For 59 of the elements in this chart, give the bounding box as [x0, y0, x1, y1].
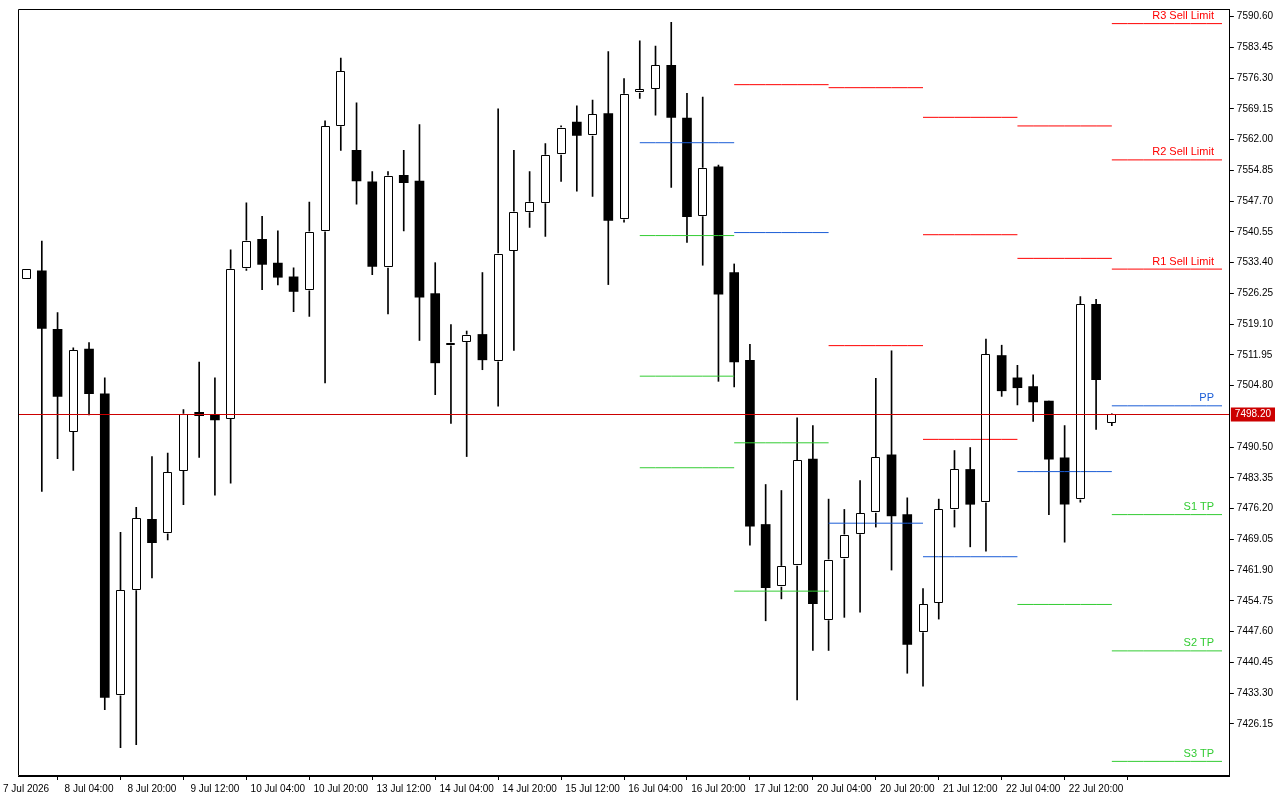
- y-tick-label: 7562.00: [1236, 133, 1274, 145]
- x-tick-label: 10 Jul 04:00: [250, 782, 306, 794]
- x-tick-label: 15 Jul 12:00: [565, 782, 621, 794]
- x-tick-label: 14 Jul 04:00: [439, 782, 495, 794]
- x-tick-label: 9 Jul 12:00: [190, 782, 240, 794]
- candlestick: [634, 40, 645, 99]
- x-tick-label: 16 Jul 20:00: [691, 782, 747, 794]
- x-tick-label: 8 Jul 20:00: [127, 782, 177, 794]
- candlestick: [398, 150, 409, 232]
- candlestick: [461, 330, 472, 457]
- series-label: R1 Sell Limit: [1152, 254, 1214, 267]
- x-tick-label: 22 Jul 20:00: [1068, 782, 1124, 794]
- series-label: PP: [1199, 391, 1214, 404]
- y-tick-label: 7447.60: [1236, 625, 1274, 637]
- candlestick: [572, 105, 582, 192]
- y-tick-label: 7433.30: [1236, 686, 1274, 698]
- series-label: S1 TP: [1183, 500, 1214, 513]
- y-tick-label: 7426.15: [1236, 717, 1274, 729]
- y-tick-label: 7476.20: [1236, 502, 1274, 514]
- series-label: R3 Sell Limit: [1152, 9, 1214, 22]
- y-tick-label: 7483.35: [1236, 471, 1274, 483]
- x-tick-label: 13 Jul 12:00: [376, 782, 432, 794]
- x-tick-label: 20 Jul 04:00: [817, 782, 873, 794]
- x-tick-label: 22 Jul 04:00: [1005, 782, 1061, 794]
- series-label: R2 Sell Limit: [1152, 145, 1214, 158]
- y-tick-label: 7576.30: [1236, 71, 1274, 83]
- candlestick: [446, 324, 456, 424]
- candlestick: [855, 480, 865, 613]
- y-tick-label: 7454.75: [1236, 594, 1274, 606]
- y-tick-label: 7547.70: [1236, 194, 1274, 206]
- y-tick-label: 7533.40: [1236, 256, 1274, 268]
- y-tick-label: 7440.45: [1236, 656, 1274, 668]
- ref-line-label: 7498.20: [1234, 408, 1272, 420]
- y-tick-label: 7519.10: [1236, 317, 1274, 329]
- candlestick: [22, 269, 31, 279]
- x-tick-label: 14 Jul 20:00: [502, 782, 558, 794]
- y-tick-label: 7583.45: [1236, 41, 1274, 53]
- y-tick-label: 7469.05: [1236, 533, 1274, 545]
- series-label: S3 TP: [1183, 746, 1214, 759]
- x-tick-label: 8 Jul 04:00: [64, 782, 114, 794]
- x-tick-label: 16 Jul 04:00: [628, 782, 684, 794]
- x-tick-label: 10 Jul 20:00: [313, 782, 369, 794]
- y-tick-label: 7461.90: [1236, 563, 1274, 575]
- y-tick-label: 7504.80: [1236, 379, 1274, 391]
- y-tick-label: 7511.95: [1236, 348, 1273, 360]
- x-tick-label: 17 Jul 12:00: [754, 782, 810, 794]
- candlestick: [509, 150, 519, 351]
- y-tick-label: 7490.50: [1236, 440, 1274, 452]
- series-label: S2 TP: [1183, 636, 1214, 649]
- candlestick: [36, 240, 47, 492]
- x-tick-label: 7 Jul 2026: [3, 782, 50, 794]
- y-tick-label: 7526.25: [1236, 287, 1274, 299]
- y-tick-label: 7569.15: [1236, 102, 1274, 114]
- candlestick: [147, 456, 157, 579]
- y-tick-label: 7540.55: [1236, 225, 1274, 237]
- x-tick-label: 21 Jul 12:00: [942, 782, 998, 794]
- y-tick-label: 7590.60: [1236, 10, 1274, 22]
- y-tick-label: 7554.85: [1236, 164, 1274, 176]
- x-tick-label: 20 Jul 20:00: [880, 782, 935, 794]
